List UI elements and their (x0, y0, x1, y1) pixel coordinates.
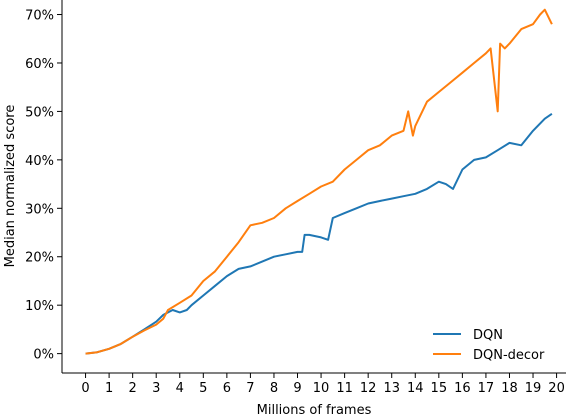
axes (61, 0, 566, 374)
x-tick-label: 11 (336, 381, 353, 396)
legend-label: DQN-decor (473, 348, 545, 363)
series-line-dqn-decor (85, 8, 553, 355)
x-tick-label: 13 (383, 381, 400, 396)
x-tick-label: 1 (105, 381, 113, 396)
x-tick-label: 14 (407, 381, 424, 396)
y-tick-label: 60% (25, 57, 54, 72)
x-tick-label: 17 (478, 381, 495, 396)
y-tick-label: 70% (25, 9, 54, 24)
x-tick-label: 4 (176, 381, 184, 396)
x-ticks: 0 1 2 3 4 5 6 7 8 9 10 11 12 13 14 15 16 17 18 19 20 (81, 373, 565, 396)
x-tick-label: 3 (152, 381, 160, 396)
y-tick-label: 10% (25, 299, 54, 314)
x-tick-label: 19 (525, 381, 542, 396)
x-tick-label: 8 (270, 381, 278, 396)
y-tick-label: 40% (25, 154, 54, 169)
x-tick-label: 15 (431, 381, 448, 396)
y-axis-title: Median normalized score (3, 105, 18, 268)
x-tick-label: 2 (129, 381, 137, 396)
x-tick-label: 12 (360, 381, 377, 396)
x-tick-label: 16 (454, 381, 471, 396)
x-tick-label: 0 (81, 381, 89, 396)
x-axis-title: Millions of frames (257, 403, 372, 418)
x-tick-label: 9 (293, 381, 301, 396)
series-group (85, 8, 553, 355)
x-tick-label: 6 (223, 381, 231, 396)
x-tick-label: 5 (199, 381, 207, 396)
legend: DQN DQN-decor (433, 328, 545, 363)
x-tick-label: 20 (548, 381, 565, 396)
y-tick-label: 0% (33, 348, 54, 363)
y-tick-label: 50% (25, 105, 54, 120)
series-line-dqn (85, 112, 553, 355)
y-tick-label: 30% (25, 202, 54, 217)
y-tick-label: 20% (25, 251, 54, 266)
x-tick-label: 7 (246, 381, 254, 396)
y-ticks: 0% 10% 20% 30% 40% 50% 60% 70% (25, 9, 62, 363)
legend-label: DQN (473, 328, 503, 343)
x-tick-label: 18 (501, 381, 518, 396)
x-tick-label: 10 (313, 381, 330, 396)
